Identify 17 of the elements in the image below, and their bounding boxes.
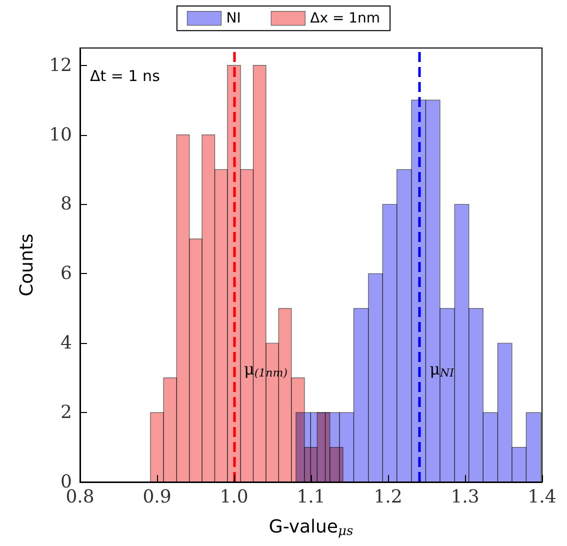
y-axis-title: Counts xyxy=(16,234,38,296)
x-tick-label: 1.2 xyxy=(374,486,402,508)
y-tick-label: 2 xyxy=(60,402,72,424)
y-tick-label: 10 xyxy=(49,124,72,146)
y-tick-label: 12 xyxy=(49,54,72,76)
x-tick-label: 0.9 xyxy=(142,486,172,508)
legend-label: Δx = 1nm xyxy=(310,10,380,26)
x-tick-label: 1.0 xyxy=(220,486,248,508)
y-tick-label: 8 xyxy=(60,194,72,215)
y-tick-label: 6 xyxy=(60,263,72,284)
annotation: Δt = 1 ns xyxy=(90,67,160,85)
legend-label: NI xyxy=(226,10,241,26)
x-tick-label: 1.4 xyxy=(528,486,556,508)
x-tick-label: 1.1 xyxy=(296,486,326,508)
x-tick-label: 1.3 xyxy=(450,486,480,508)
x-tick-label: 0.8 xyxy=(66,486,94,508)
y-tick-label: 4 xyxy=(60,332,72,354)
